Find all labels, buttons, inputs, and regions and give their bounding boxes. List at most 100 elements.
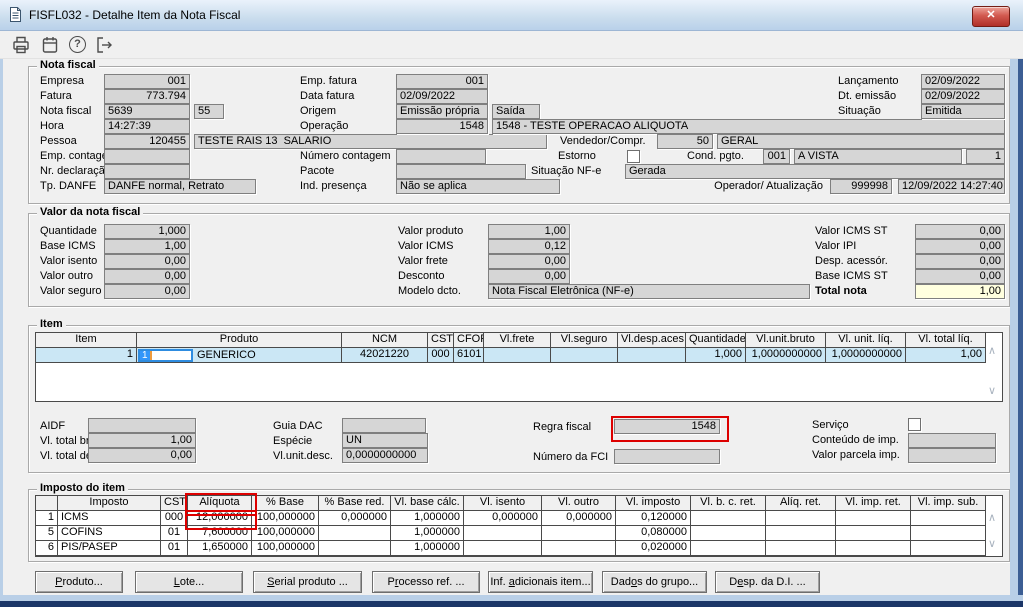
cell[interactable]: 0,000000 (542, 511, 616, 526)
cell[interactable]: 1,0000000000 (826, 348, 906, 363)
base-icms-st-field[interactable]: 0,00 (915, 269, 1005, 284)
vl-unit-desc-field[interactable]: 0,0000000000 (342, 448, 428, 463)
produto-code-editor[interactable]: 1 (138, 349, 193, 362)
valor-icms-field[interactable]: 0,12 (488, 239, 570, 254)
cell[interactable]: 1,000000 (391, 526, 464, 541)
cell[interactable]: 100,000000 (252, 541, 319, 556)
cell[interactable]: 0,000000 (319, 511, 391, 526)
cell[interactable] (836, 511, 911, 526)
cell[interactable] (836, 526, 911, 541)
vendedor-nome-field[interactable]: GERAL (717, 134, 1005, 149)
serial-produto-button[interactable]: Serial produto ... (253, 571, 362, 593)
imposto-scroll-down-icon[interactable]: ∨ (988, 538, 997, 550)
cell[interactable] (484, 348, 551, 363)
cell[interactable] (766, 511, 836, 526)
dados-do-grupo-button[interactable]: Dados do grupo... (602, 571, 707, 593)
valor-outro-field[interactable]: 0,00 (104, 269, 190, 284)
desconto-field[interactable]: 0,00 (488, 269, 570, 284)
close-button[interactable]: ✕ (972, 6, 1010, 27)
cell[interactable] (542, 541, 616, 556)
cell[interactable]: 6 (36, 541, 58, 556)
desp-acessor-field[interactable]: 0,00 (915, 254, 1005, 269)
cell[interactable]: 0,020000 (616, 541, 691, 556)
cell[interactable]: 1 (36, 511, 58, 526)
cond-pgto-descricao-field[interactable]: A VISTA (794, 149, 962, 164)
origem-field[interactable]: Emissão própria (396, 104, 488, 119)
valor-frete-field[interactable]: 0,00 (488, 254, 570, 269)
nota-fiscal-field[interactable]: 5639 (104, 104, 190, 119)
especie-field[interactable]: UN (342, 433, 428, 448)
imposto-scroll-up-icon[interactable]: ∧ (988, 512, 997, 524)
empresa-field[interactable]: 001 (104, 74, 190, 89)
produto-button[interactable]: Produto... (35, 571, 123, 593)
cell[interactable]: 6101 (454, 348, 484, 363)
cell[interactable]: 000 (161, 511, 188, 526)
ind-presenca-field[interactable]: Não se aplica (396, 179, 560, 194)
cell[interactable]: 42021220 (342, 348, 428, 363)
item-scroll-up-icon[interactable]: ∧ (988, 345, 997, 357)
cell[interactable]: 1,00 (906, 348, 986, 363)
cell[interactable] (836, 541, 911, 556)
cell[interactable]: 0,120000 (616, 511, 691, 526)
cell[interactable]: 100,000000 (252, 526, 319, 541)
exit-icon[interactable] (93, 34, 115, 56)
operador-data-hora-field[interactable]: 12/09/2022 14:27:40 (898, 179, 1005, 194)
cell[interactable] (911, 511, 986, 526)
imposto-table[interactable]: Imposto CST Alíquota% Base% Base red. Vl. b… (35, 495, 1003, 557)
cell[interactable]: 1 (36, 348, 137, 363)
cell[interactable] (766, 526, 836, 541)
calendar-icon[interactable] (39, 34, 61, 56)
cell[interactable] (911, 541, 986, 556)
print-icon[interactable] (10, 34, 32, 56)
item-table[interactable]: 1 GENERICO ItemProdutoNCMCSTCFOPVl.frete… (35, 332, 1003, 402)
pessoa-nome-field[interactable]: TESTE RAIS 13 SALARIO (194, 134, 547, 149)
cell[interactable]: 000 (428, 348, 454, 363)
cell[interactable]: 1,000000 (391, 541, 464, 556)
cell[interactable]: 7,600000 (188, 526, 252, 541)
processo-ref-button[interactable]: Processo ref. ... (372, 571, 480, 593)
fatura-field[interactable]: 773.794 (104, 89, 190, 104)
cell[interactable]: PIS/PASEP (58, 541, 161, 556)
quantidade-field[interactable]: 1,000 (104, 224, 190, 239)
operacao-descricao-field[interactable]: 1548 - TESTE OPERACAO ALIQUOTA (492, 119, 1005, 134)
lancamento-field[interactable]: 02/09/2022 (921, 74, 1005, 89)
cell[interactable]: 1,0000000000 (746, 348, 826, 363)
cell[interactable] (551, 348, 618, 363)
valor-produto-field[interactable]: 1,00 (488, 224, 570, 239)
valor-icms-st-field[interactable]: 0,00 (915, 224, 1005, 239)
situacao-field[interactable]: Emitida (921, 104, 1005, 119)
conteudo-imp-field[interactable] (908, 433, 996, 448)
lote-button[interactable]: Lote... (135, 571, 243, 593)
guia-dac-field[interactable] (342, 418, 426, 433)
pessoa-field[interactable]: 120455 (104, 134, 190, 149)
cell[interactable]: 1,000 (686, 348, 746, 363)
cell[interactable]: 0,080000 (616, 526, 691, 541)
cell[interactable]: 1,000000 (391, 511, 464, 526)
cell[interactable] (464, 541, 542, 556)
vendedor-field[interactable]: 50 (657, 134, 713, 149)
operacao-field[interactable]: 1548 (396, 119, 488, 134)
base-icms-field[interactable]: 1,00 (104, 239, 190, 254)
valor-isento-field[interactable]: 0,00 (104, 254, 190, 269)
cell[interactable] (319, 541, 391, 556)
cell[interactable]: 01 (161, 526, 188, 541)
cell[interactable] (618, 348, 686, 363)
cell[interactable] (464, 526, 542, 541)
pacote-field[interactable] (396, 164, 526, 179)
cell[interactable] (691, 526, 766, 541)
cond-pgto-field[interactable]: 001 (763, 149, 790, 164)
dt-emissao-field[interactable]: 02/09/2022 (921, 89, 1005, 104)
emp-fatura-field[interactable]: 001 (396, 74, 488, 89)
cell[interactable]: 1,650000 (188, 541, 252, 556)
valor-parcela-imp-field[interactable] (908, 448, 996, 463)
modelo-dcto-field[interactable]: Nota Fiscal Eletrônica (NF-e) (488, 284, 810, 299)
cell[interactable] (319, 526, 391, 541)
cell[interactable]: 0,000000 (464, 511, 542, 526)
total-nota-field[interactable]: 1,00 (915, 284, 1005, 299)
cell[interactable]: 12,000000 (188, 511, 252, 526)
regra-fiscal-field[interactable]: 1548 (614, 419, 720, 434)
cell[interactable]: COFINS (58, 526, 161, 541)
servico-checkbox[interactable] (908, 418, 921, 431)
cell[interactable] (542, 526, 616, 541)
desp-da-di-button[interactable]: Desp. da D.I. ... (715, 571, 820, 593)
